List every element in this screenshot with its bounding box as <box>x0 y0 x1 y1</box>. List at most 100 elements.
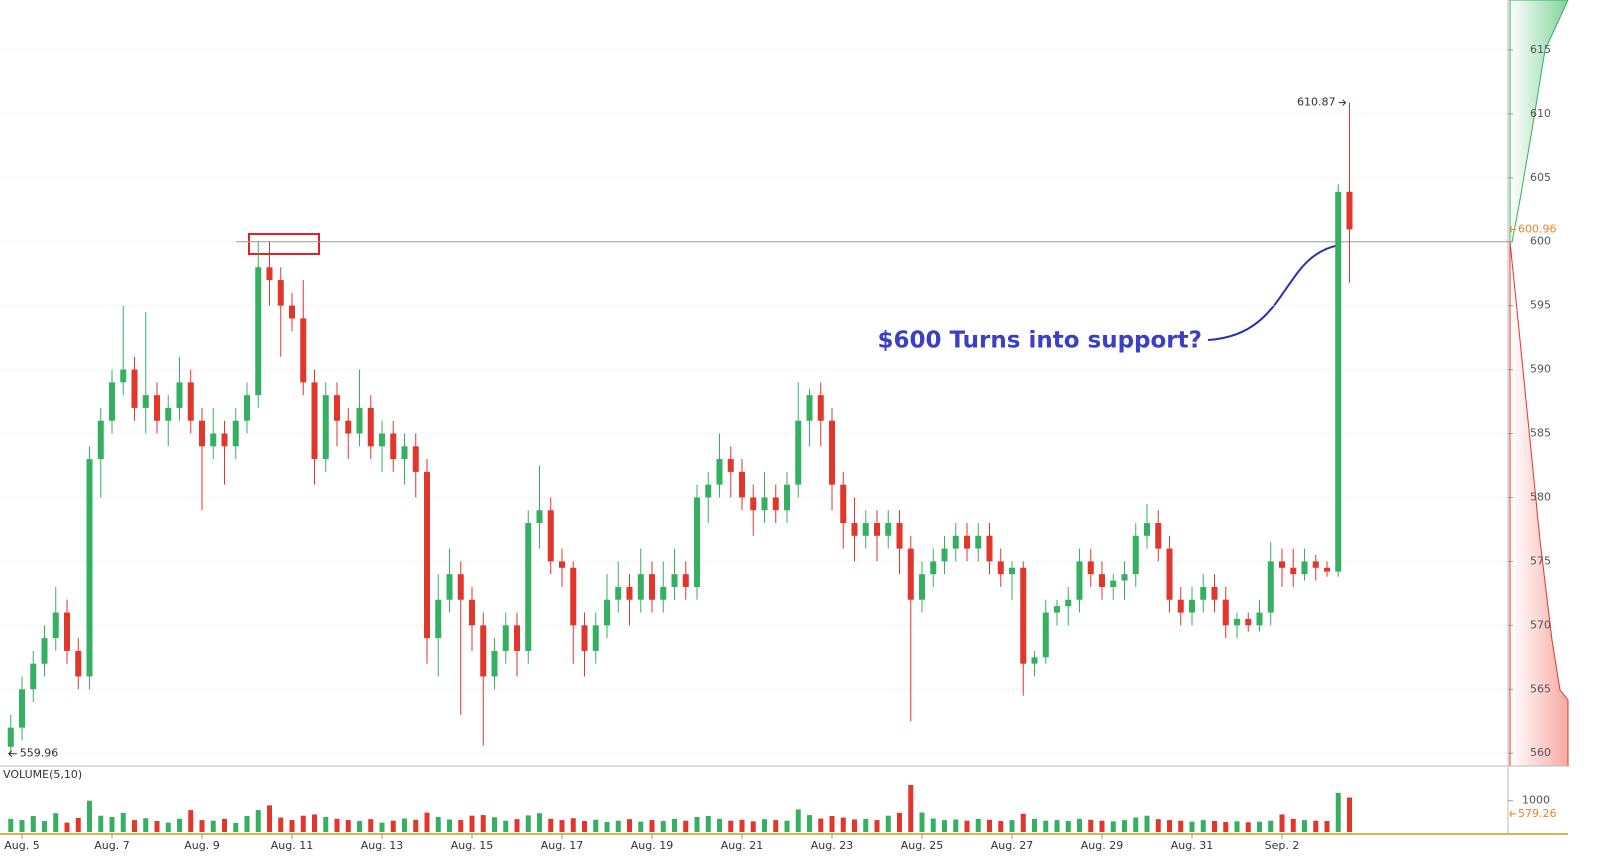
volume-bar <box>694 816 700 832</box>
candle-body <box>1335 191 1342 572</box>
volume-bar <box>638 821 644 832</box>
candle-body <box>694 497 700 587</box>
candle-body <box>1346 191 1353 230</box>
volume-bar <box>807 815 812 832</box>
candle-body <box>649 574 655 600</box>
candle-body <box>1222 599 1229 626</box>
volume-marker-arrow <box>1509 810 1516 818</box>
candle-body <box>986 535 993 562</box>
annotation: $600 Turns into support? <box>877 328 1202 354</box>
candle-body <box>255 267 262 396</box>
candle-body <box>30 663 37 690</box>
volume-bar <box>1032 818 1037 832</box>
volume-bar <box>660 821 666 832</box>
candle-body <box>322 395 329 460</box>
candle-body <box>109 382 115 421</box>
volume-title: VOLUME(5,10) <box>3 768 82 781</box>
volume-bar <box>1279 814 1285 832</box>
volume-bar <box>953 819 959 832</box>
candle-body <box>840 484 847 524</box>
x-tick-label: Aug. 25 <box>901 839 943 852</box>
candle-body <box>1144 523 1150 536</box>
candle-body <box>930 561 937 575</box>
candle-body <box>547 510 554 562</box>
volume-bar <box>863 818 869 832</box>
candle-body <box>165 407 172 421</box>
candle-body <box>390 433 397 460</box>
highlight-box <box>248 233 320 255</box>
volume-bar <box>222 818 227 832</box>
volume-marker-label: 579.26 <box>1518 807 1557 820</box>
candle-body <box>457 574 464 600</box>
volume-bar <box>87 800 92 832</box>
candle-body <box>1177 599 1184 613</box>
volume-bar <box>177 818 182 832</box>
candle-body <box>829 420 835 485</box>
volume-bar <box>345 820 351 832</box>
candle-body <box>1042 612 1049 658</box>
candle-body <box>997 561 1004 575</box>
candle-body <box>232 420 239 447</box>
candle-body <box>817 395 824 421</box>
volume-bar <box>53 813 59 832</box>
candle-body <box>705 484 712 498</box>
candle-body <box>334 395 340 421</box>
y-tick-label: 615 <box>1530 43 1551 56</box>
volume-bar <box>1302 820 1307 832</box>
volume-bar <box>964 820 970 832</box>
candle-body <box>750 497 757 511</box>
volume-bar <box>357 821 362 832</box>
volume-bar <box>582 821 587 832</box>
volume-bar <box>762 819 767 832</box>
volume-bar <box>1178 820 1184 832</box>
high-label: 610.87 <box>1297 96 1336 109</box>
candle-body <box>1290 567 1297 575</box>
candle-body <box>412 446 419 472</box>
x-tick-label: Sep. 2 <box>1265 839 1300 852</box>
candle-body <box>952 535 959 549</box>
candle-body <box>615 586 622 600</box>
volume-bar <box>19 820 25 832</box>
volume-bar <box>165 822 171 832</box>
candle-body <box>1301 561 1308 575</box>
volume-bar <box>1212 821 1217 832</box>
last-arrow <box>1509 226 1516 233</box>
volume-bar <box>1223 821 1229 832</box>
volume-bar <box>537 813 542 832</box>
candle-body <box>52 612 59 639</box>
y-tick-label: 610 <box>1530 107 1551 120</box>
candle-body <box>221 433 228 447</box>
volume-bar <box>480 815 486 832</box>
candle-body <box>1110 580 1117 587</box>
candle-body <box>356 407 363 434</box>
x-tick-label: Aug. 19 <box>631 839 673 852</box>
candle-body <box>1200 586 1207 600</box>
last-price-label: 600.96 <box>1518 222 1557 235</box>
candle-body <box>806 395 813 421</box>
volume-bar <box>233 822 239 832</box>
candle-body <box>727 459 734 472</box>
volume-bar <box>739 819 745 832</box>
candle-body <box>345 420 352 434</box>
volume-bar <box>1110 821 1116 832</box>
volume-bar <box>42 821 47 832</box>
volume-bar <box>1088 819 1094 832</box>
candle-body <box>514 625 520 651</box>
candle-body <box>289 305 295 319</box>
volume-bar <box>1122 820 1127 832</box>
candle-body <box>1279 561 1285 568</box>
candle-body <box>772 497 779 511</box>
candle-body <box>1189 599 1195 613</box>
candle-body <box>1155 523 1162 549</box>
candle-body <box>120 369 127 383</box>
volume-bar <box>1245 822 1251 832</box>
y-tick-label: 605 <box>1530 171 1551 184</box>
volume-bar <box>120 812 126 832</box>
candle-body <box>1234 618 1240 626</box>
volume-bar <box>1020 813 1026 832</box>
volume-bar <box>300 815 306 832</box>
annotation-arrow <box>1207 244 1341 341</box>
volume-bar <box>1268 820 1274 832</box>
candle-body <box>761 497 768 511</box>
candle-body <box>491 650 498 677</box>
